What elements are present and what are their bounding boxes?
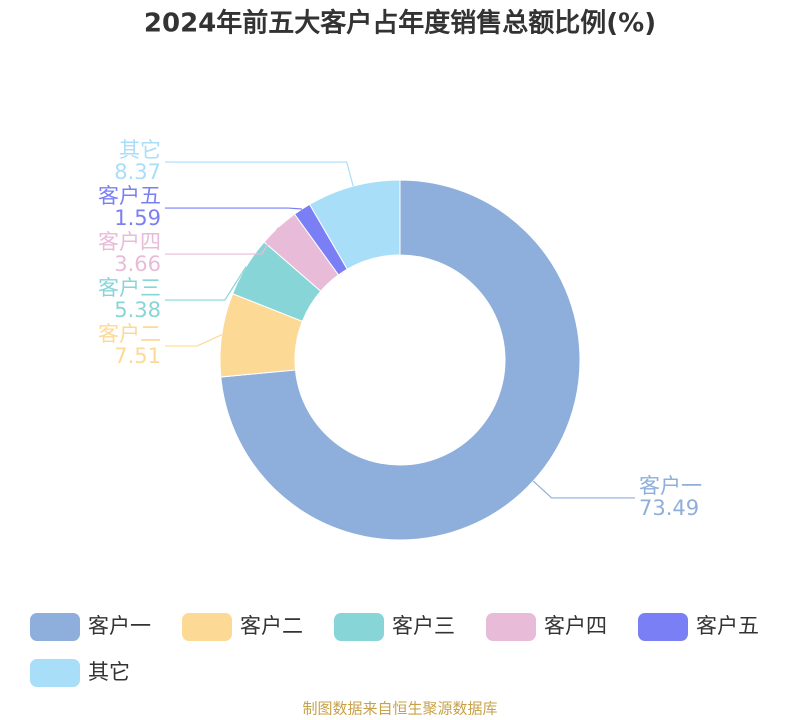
leader-line <box>165 266 247 301</box>
value-label: 73.49 <box>639 496 699 520</box>
legend-label[interactable]: 其它 <box>88 660 130 684</box>
legend-swatch[interactable] <box>30 659 80 687</box>
legend-swatch[interactable] <box>638 613 688 641</box>
value-label: 5.38 <box>114 298 161 322</box>
slice-label: 其它 <box>119 138 161 162</box>
value-label: 3.66 <box>114 252 161 276</box>
legend-label[interactable]: 客户二 <box>240 614 303 638</box>
legend-swatch[interactable] <box>30 613 80 641</box>
slice-label: 客户二 <box>98 322 161 346</box>
leader-line <box>165 334 223 347</box>
legend-label[interactable]: 客户四 <box>544 614 607 638</box>
value-label: 8.37 <box>114 160 161 184</box>
slice-label: 客户三 <box>98 276 161 300</box>
leader-line <box>532 480 635 499</box>
slice-label: 客户五 <box>98 184 161 208</box>
slice-label: 客户四 <box>98 230 161 254</box>
legend-label[interactable]: 客户五 <box>696 614 759 638</box>
pie-slice <box>220 179 581 541</box>
value-label: 1.59 <box>114 206 161 230</box>
leader-line <box>165 161 354 187</box>
pie-slice <box>308 179 401 270</box>
legend-swatch[interactable] <box>334 613 384 641</box>
chart-title: 2024年前五大客户占年度销售总额比例(%) <box>144 8 656 39</box>
slice-label: 客户一 <box>639 474 702 498</box>
legend-swatch[interactable] <box>486 613 536 641</box>
legend-swatch[interactable] <box>182 613 232 641</box>
legend-label[interactable]: 客户三 <box>392 614 455 638</box>
source-note: 制图数据来自恒生聚源数据库 <box>302 700 497 718</box>
leader-line <box>165 207 303 210</box>
value-label: 7.51 <box>114 344 161 368</box>
leader-line <box>165 226 280 255</box>
legend-label[interactable]: 客户一 <box>88 614 151 638</box>
